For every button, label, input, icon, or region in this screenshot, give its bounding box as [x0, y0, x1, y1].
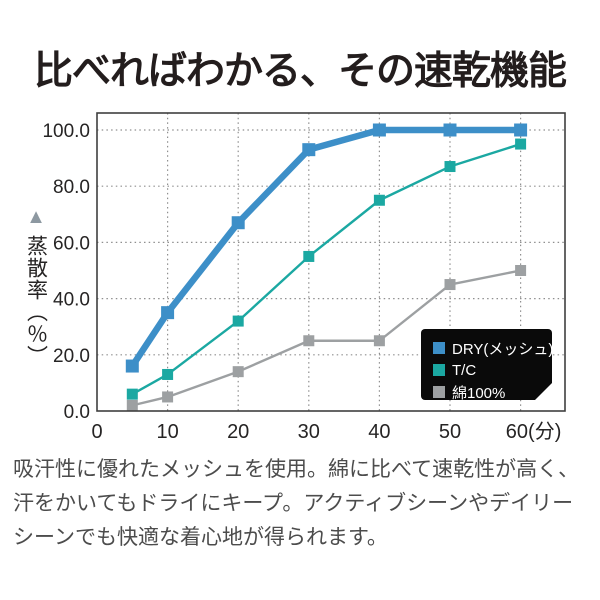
page-title: 比べればわかる、その速乾機能 — [33, 50, 567, 93]
legend-label: T/C — [452, 361, 477, 379]
description-text: 吸汗性に優れたメッシュを使用。綿に比べて速乾性が高く、汗をかいてもドライにキープ… — [13, 458, 580, 550]
data-point-marker — [373, 194, 385, 206]
up-triangle-icon: ▲ — [26, 206, 46, 228]
legend-item: 綿100% — [433, 381, 552, 403]
data-point-marker — [515, 138, 527, 150]
x-tick-label: 60(分) — [506, 420, 562, 443]
data-point-marker — [162, 391, 174, 403]
data-point-marker — [444, 161, 456, 173]
data-point-marker — [303, 335, 315, 347]
x-tick-label: 50 — [439, 421, 461, 443]
data-point-marker — [126, 399, 138, 411]
data-point-marker — [443, 123, 457, 137]
y-tick-label: 40.0 — [53, 290, 90, 311]
y-tick-label: 20.0 — [53, 346, 90, 367]
data-point-marker — [126, 388, 138, 400]
data-point-marker — [232, 366, 244, 378]
legend-swatch — [433, 364, 445, 376]
data-point-marker — [232, 315, 244, 327]
data-point-marker — [231, 216, 245, 230]
y-tick-label: 60.0 — [53, 233, 90, 254]
data-point-marker — [373, 335, 385, 347]
data-point-marker — [372, 123, 386, 137]
plot-border — [96, 112, 566, 412]
x-tick-label: 0 — [91, 421, 102, 443]
y-tick-label: 80.0 — [53, 177, 90, 198]
data-point-marker — [161, 306, 175, 320]
x-tick-label: 10 — [156, 421, 178, 443]
x-tick-label: 40 — [368, 421, 390, 443]
chart-legend: DRY(メッシュ) T/C 綿100% — [421, 329, 552, 400]
legend-label: DRY(メッシュ) — [452, 340, 554, 358]
y-tick-label: 100.0 — [42, 121, 90, 142]
data-point-marker — [162, 368, 174, 380]
legend-swatch — [433, 342, 445, 354]
legend-label: 綿100% — [452, 384, 506, 402]
data-point-marker — [302, 143, 316, 157]
legend-item: DRY(メッシュ) — [433, 337, 552, 359]
y-axis-label-text: 蒸散率（％） — [24, 235, 48, 367]
data-point-marker — [303, 250, 315, 262]
x-tick-label: 30 — [298, 421, 320, 443]
y-tick-label: 0.0 — [64, 402, 90, 423]
legend-swatch — [433, 386, 445, 398]
chart-plot: 0.0 20.0 40.0 60.0 80.0 100.0 0 10 20 30 40 50 60(分) — [42, 112, 566, 443]
x-tick-label: 20 — [227, 421, 249, 443]
legend-item: T/C — [433, 359, 552, 381]
data-point-marker — [515, 265, 527, 276]
data-point-marker — [125, 359, 139, 373]
data-point-marker — [514, 123, 528, 137]
y-axis-label: ▲ 蒸散率（％） — [18, 207, 54, 367]
data-point-marker — [444, 279, 456, 291]
